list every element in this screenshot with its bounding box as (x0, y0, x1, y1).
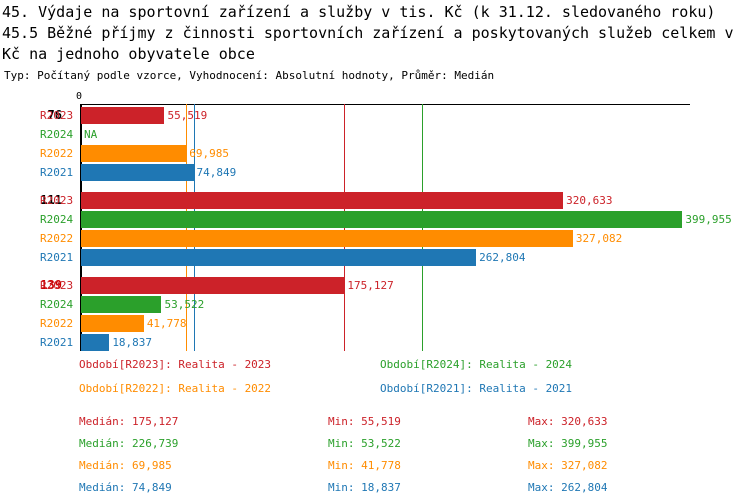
stat-row-R2022: Medián: 69,985 Min: 41,778 Max: 327,082 (0, 456, 750, 475)
bar-row-label-R2024: R2024 (40, 295, 78, 314)
bar-R2022 (81, 145, 186, 162)
axis-horizontal-line (81, 104, 690, 105)
bar-row-label-R2024: R2024 (40, 210, 78, 229)
bar-R2024 (81, 211, 682, 228)
stat-min-R2023: Min: 55,519 (328, 412, 401, 431)
stat-median-R2021: Medián: 74,849 (79, 478, 172, 497)
chart-legend: Období[R2023]: Realita - 2023 Období[R202… (0, 358, 750, 406)
page-title-line-1: 45. Výdaje na sportovní zařízení a služb… (2, 2, 750, 23)
bar-row: R2023 320,633 (0, 191, 750, 210)
bar-row-label-R2022: R2022 (40, 314, 78, 333)
bar-row-label-R2021: R2021 (40, 163, 78, 182)
bar-value-label: 175,127 (347, 276, 393, 295)
stat-max-R2023: Max: 320,633 (528, 412, 607, 431)
bar-value-label: 53,522 (164, 295, 204, 314)
stat-row-R2021: Medián: 74,849 Min: 18,837 Max: 262,804 (0, 478, 750, 497)
chart-subtitle: Typ: Počítaný podle vzorce, Vyhodnocení:… (2, 69, 750, 83)
page-title-line-3: Kč na jednoho obyvatele obce (2, 44, 750, 65)
stat-row-R2023: Medián: 175,127 Min: 55,519 Max: 320,633 (0, 412, 750, 431)
bar-R2021 (81, 334, 109, 351)
bar-row-label-R2023: R2023 (40, 276, 78, 295)
bar-R2024 (81, 296, 161, 313)
bar-R2021 (81, 164, 194, 181)
chart-plot-area: 0 76R202355,519R2024NAR202269,985R202174… (0, 92, 750, 354)
bar-row: R2023 55,519 (0, 106, 750, 125)
bar-row-label-R2024: R2024 (40, 125, 78, 144)
bar-R2023 (81, 192, 563, 209)
bar-value-label: 18,837 (112, 333, 152, 352)
bar-row-label-R2022: R2022 (40, 229, 78, 248)
bar-value-label: 262,804 (479, 248, 525, 267)
stat-max-R2021: Max: 262,804 (528, 478, 607, 497)
bar-group: 139R2023175,127R202453,522R202241,778R20… (0, 276, 750, 352)
bar-row-label-R2022: R2022 (40, 144, 78, 163)
bar-value-label: NA (84, 125, 97, 144)
bar-row-label-R2023: R2023 (40, 106, 78, 125)
bar-row: R2024 53,522 (0, 295, 750, 314)
bar-R2022 (81, 315, 144, 332)
legend-item-R2022[interactable]: Období[R2022]: Realita - 2022 (79, 382, 271, 396)
bar-group: 76R202355,519R2024NAR202269,985R202174,8… (0, 106, 750, 182)
axis-zero-label: 0 (76, 92, 82, 102)
stat-min-R2021: Min: 18,837 (328, 478, 401, 497)
stat-min-R2022: Min: 41,778 (328, 456, 401, 475)
bar-value-label: 327,082 (576, 229, 622, 248)
bar-value-label: 55,519 (167, 106, 207, 125)
bar-row-label-R2021: R2021 (40, 333, 78, 352)
bar-group: 111R2023320,633R2024399,955R2022327,082R… (0, 191, 750, 267)
stat-median-R2024: Medián: 226,739 (79, 434, 178, 453)
bar-row-label-R2021: R2021 (40, 248, 78, 267)
stat-max-R2022: Max: 327,082 (528, 456, 607, 475)
bar-row: R2024 NA (0, 125, 750, 144)
bar-R2023 (81, 107, 164, 124)
bar-value-label: 74,849 (197, 163, 237, 182)
bar-row: R2024 399,955 (0, 210, 750, 229)
legend-item-R2021[interactable]: Období[R2021]: Realita - 2021 (380, 382, 572, 396)
bar-row: R2022 41,778 (0, 314, 750, 333)
bar-value-label: 320,633 (566, 191, 612, 210)
bar-value-label: 69,985 (189, 144, 229, 163)
bar-row: R2021 262,804 (0, 248, 750, 267)
bar-value-label: 41,778 (147, 314, 187, 333)
stat-min-R2024: Min: 53,522 (328, 434, 401, 453)
stat-median-R2022: Medián: 69,985 (79, 456, 172, 475)
bar-row: R2021 18,837 (0, 333, 750, 352)
stat-median-R2023: Medián: 175,127 (79, 412, 178, 431)
bar-R2023 (81, 277, 344, 294)
chart-header: 45. Výdaje na sportovní zařízení a služb… (0, 0, 750, 83)
stat-max-R2024: Max: 399,955 (528, 434, 607, 453)
bar-value-label: 399,955 (685, 210, 731, 229)
bar-row-label-R2023: R2023 (40, 191, 78, 210)
bar-row: R2021 74,849 (0, 163, 750, 182)
stat-row-R2024: Medián: 226,739 Min: 53,522 Max: 399,955 (0, 434, 750, 453)
bar-row: R2022 69,985 (0, 144, 750, 163)
bar-row: R2023 175,127 (0, 276, 750, 295)
bar-R2021 (81, 249, 476, 266)
page-title-line-2: 45.5 Běžné příjmy z činnosti sportovních… (2, 23, 750, 44)
bar-R2022 (81, 230, 573, 247)
legend-item-R2024[interactable]: Období[R2024]: Realita - 2024 (380, 358, 572, 372)
legend-item-R2023[interactable]: Období[R2023]: Realita - 2023 (79, 358, 271, 372)
bar-row: R2022 327,082 (0, 229, 750, 248)
